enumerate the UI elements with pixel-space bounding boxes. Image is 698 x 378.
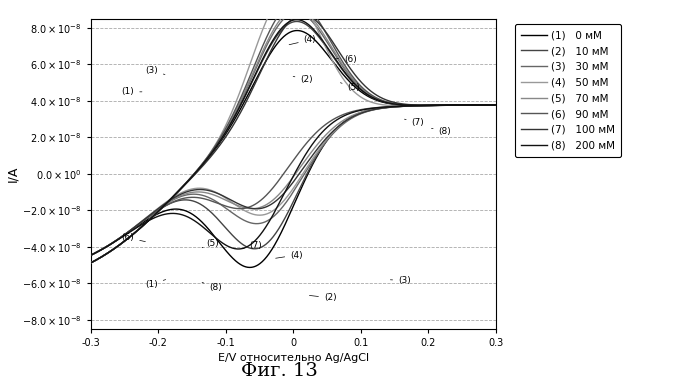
Text: (5): (5) xyxy=(341,83,360,92)
Text: (1): (1) xyxy=(121,87,142,96)
Legend: (1)   0 мМ, (2)   10 мМ, (3)   30 мМ, (4)   50 мМ, (5)   70 мМ, (6)   90 мМ, (7): (1) 0 мМ, (2) 10 мМ, (3) 30 мМ, (4) 50 м… xyxy=(514,24,621,157)
Text: (3): (3) xyxy=(390,276,411,285)
Text: (4): (4) xyxy=(276,251,303,260)
Text: (1): (1) xyxy=(145,280,165,289)
Text: (3): (3) xyxy=(145,67,165,75)
Text: (8): (8) xyxy=(202,282,222,292)
Text: (7): (7) xyxy=(243,242,262,250)
Text: Фиг. 13: Фиг. 13 xyxy=(241,362,318,378)
Text: (8): (8) xyxy=(431,127,452,136)
Text: (5): (5) xyxy=(202,239,218,248)
Y-axis label: I/A: I/A xyxy=(6,166,19,182)
Text: (6): (6) xyxy=(121,233,145,242)
X-axis label: E/V относительно Ag/AgCl: E/V относительно Ag/AgCl xyxy=(218,353,369,363)
Text: (2): (2) xyxy=(293,76,313,84)
Text: (6): (6) xyxy=(336,56,357,64)
Text: (2): (2) xyxy=(309,293,336,302)
Text: (7): (7) xyxy=(405,118,424,127)
Text: (4): (4) xyxy=(289,36,316,45)
